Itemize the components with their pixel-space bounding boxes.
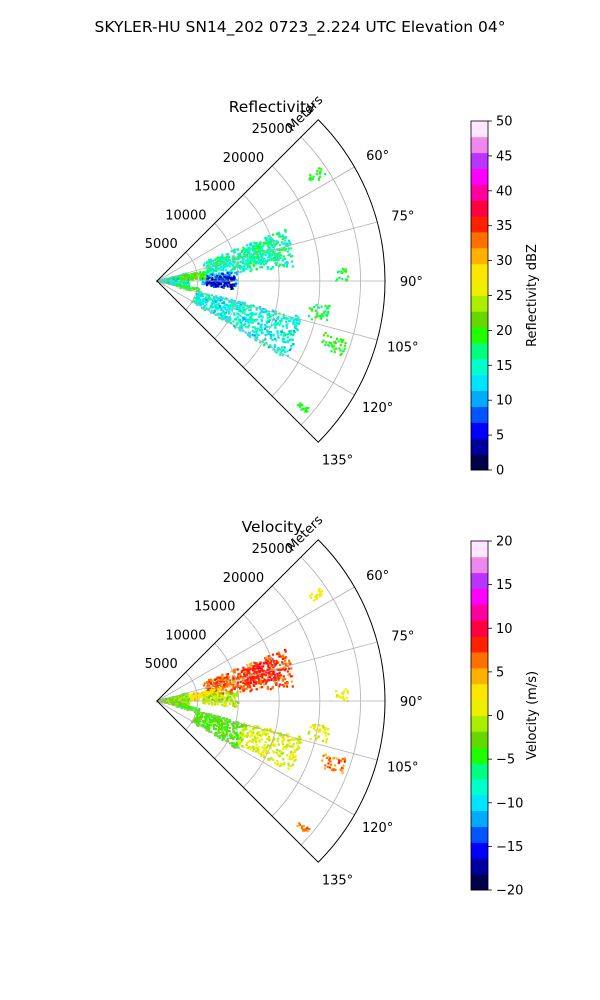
azimuth-tick-label: 75° bbox=[391, 210, 414, 225]
figure-title: SKYLER-HU SN14_202 0723_2.224 UTC Elevat… bbox=[95, 18, 506, 37]
echo-region bbox=[296, 822, 311, 833]
azimuth-tick-label: 60° bbox=[366, 149, 389, 164]
range-tick-label: 25000 bbox=[252, 542, 293, 557]
azimuth-tick-label: 105° bbox=[387, 340, 418, 355]
echo-region bbox=[321, 332, 347, 357]
colorbar-tick-label: 20 bbox=[496, 324, 513, 339]
azimuth-spoke bbox=[156, 641, 378, 702]
colorbar-tick-label: 10 bbox=[496, 394, 513, 409]
colorbar-tick-label: −10 bbox=[496, 796, 523, 811]
colorbar-tick-label: 30 bbox=[496, 254, 513, 269]
echo-region bbox=[307, 723, 330, 744]
range-tick-label: 15000 bbox=[194, 180, 235, 195]
colorbar-label: Velocity (m/s) bbox=[525, 671, 540, 760]
echo-region bbox=[308, 304, 331, 322]
colorbar-tick-label: 20 bbox=[496, 535, 513, 550]
colorbar-tick-label: 15 bbox=[496, 359, 513, 374]
colorbar-tick-label: −15 bbox=[496, 840, 523, 855]
reflectivity-panel: Reflectivity 500010000150002000025000Met… bbox=[145, 93, 540, 479]
velocity-title: Velocity bbox=[242, 518, 303, 536]
echo-region bbox=[202, 691, 240, 708]
colorbar-tick-label: 40 bbox=[496, 184, 513, 199]
range-tick-label: 10000 bbox=[165, 628, 206, 643]
reflectivity-tick-labels: 500010000150002000025000Meters60°75°90°1… bbox=[145, 93, 423, 469]
range-tick-label: 10000 bbox=[165, 208, 206, 223]
azimuth-tick-label: 120° bbox=[362, 401, 393, 416]
echo-region bbox=[308, 167, 327, 181]
reflectivity-grid bbox=[156, 119, 386, 443]
azimuth-tick-label: 90° bbox=[400, 275, 423, 290]
reflectivity-title: Reflectivity bbox=[229, 98, 316, 116]
reflectivity-colorbar: 0 5 10 15 20 25 30 35 40 45 50 Reflectivity dBZ bbox=[470, 115, 540, 479]
range-tick-label: 25000 bbox=[252, 122, 293, 137]
colorbar-tick-label: 0 bbox=[496, 709, 504, 724]
echo-region bbox=[237, 722, 303, 770]
echo-region bbox=[180, 271, 207, 281]
echo-region bbox=[296, 402, 310, 413]
echo-region bbox=[335, 267, 350, 282]
colorbar-tick-label: 0 bbox=[496, 464, 504, 479]
colorbar-tick-label: −5 bbox=[496, 753, 515, 768]
colorbar-tick-label: 25 bbox=[496, 289, 513, 304]
colorbar-label: Reflectivity dBZ bbox=[525, 244, 540, 347]
azimuth-spoke bbox=[156, 280, 355, 396]
range-tick-label: 15000 bbox=[194, 600, 235, 615]
colorbar-tick-label: 5 bbox=[496, 429, 504, 444]
range-tick-label: 5000 bbox=[145, 657, 178, 672]
azimuth-spoke bbox=[156, 700, 355, 816]
echo-region bbox=[335, 688, 349, 702]
azimuth-spoke bbox=[156, 221, 378, 282]
plot-frame bbox=[156, 119, 386, 443]
azimuth-tick-label: 135° bbox=[322, 453, 353, 468]
azimuth-tick-label: 120° bbox=[362, 821, 393, 836]
velocity-grid bbox=[156, 539, 386, 863]
colorbar-tick-label: 15 bbox=[496, 578, 513, 593]
azimuth-spoke bbox=[156, 280, 378, 341]
colorbar-tick-label: 35 bbox=[496, 219, 513, 234]
echo-region bbox=[309, 587, 324, 602]
azimuth-tick-label: 135° bbox=[322, 873, 353, 888]
velocity-colorbar: −20 −15 −10 −5 0 5 10 15 20 Velocity (m/s) bbox=[470, 535, 540, 899]
azimuth-spoke bbox=[156, 586, 355, 702]
echo-region bbox=[191, 290, 301, 357]
colorbar-tick-label: 10 bbox=[496, 622, 513, 637]
azimuth-tick-label: 105° bbox=[387, 760, 418, 775]
azimuth-tick-label: 90° bbox=[400, 695, 423, 710]
azimuth-tick-label: 60° bbox=[366, 569, 389, 584]
azimuth-tick-label: 75° bbox=[391, 630, 414, 645]
plot-frame bbox=[156, 539, 386, 863]
colorbar-tick-label: −20 bbox=[496, 884, 523, 899]
colorbar-tick-label: 5 bbox=[496, 665, 504, 680]
range-tick-label: 5000 bbox=[145, 237, 178, 252]
echo-region bbox=[321, 753, 346, 774]
range-tick-label: 20000 bbox=[223, 571, 264, 586]
velocity-panel: Velocity 500010000150002000025000Meters6… bbox=[145, 513, 540, 899]
reflectivity-echoes bbox=[156, 167, 350, 413]
colorbar-tick-label: 45 bbox=[496, 149, 513, 164]
azimuth-spoke bbox=[156, 700, 378, 761]
azimuth-spoke bbox=[156, 166, 355, 282]
colorbar-tick-label: 50 bbox=[496, 115, 513, 130]
range-tick-label: 20000 bbox=[223, 151, 264, 166]
